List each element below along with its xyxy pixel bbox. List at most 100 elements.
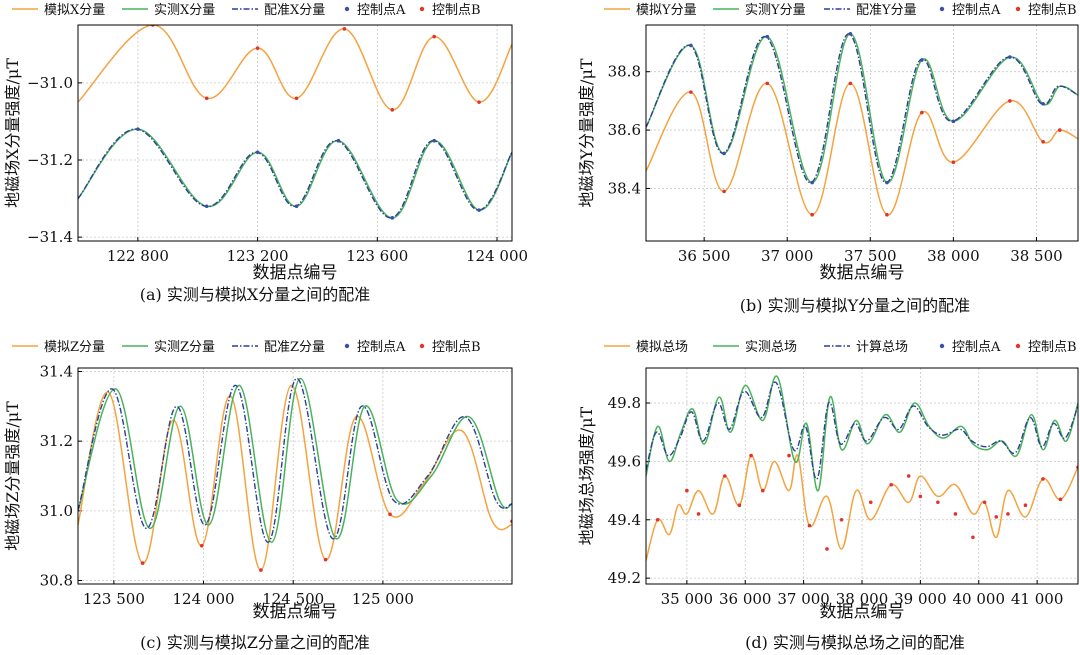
y-tick-label: 49.6 — [608, 452, 641, 470]
series-line-sim — [646, 454, 1078, 561]
x-tick-label: 35 000 — [661, 590, 714, 608]
x-tick-label: 37 000 — [761, 247, 814, 265]
legend-label: 模拟Y分量 — [636, 3, 697, 18]
panel-caption: (c) 实测与模拟Z分量之间的配准 — [140, 633, 370, 652]
panel-b: 36 500 37 000 37 500 38 000 38 500 38.4 38.6 38… — [577, 3, 1079, 315]
legend-label: 控制点B — [1028, 3, 1077, 18]
control-point-b — [889, 482, 893, 487]
control-point-b — [839, 517, 844, 522]
x-tick-label: 36 500 — [678, 247, 731, 265]
legend-marker — [1015, 6, 1021, 12]
control-point-b — [936, 500, 940, 505]
control-point-b — [259, 568, 263, 572]
panel-a: 122 800 123 200 123 600 124 000 −31.0 −31.2 −3… — [3, 3, 528, 304]
x-tick-label: 38 000 — [927, 247, 980, 265]
y-tick-label: −31.0 — [27, 74, 73, 92]
control-point-a — [336, 138, 341, 143]
series-line-meas — [78, 377, 512, 543]
y-axis-label: 地磁场Y分量强度/μT — [577, 58, 596, 207]
control-point-a — [477, 208, 481, 212]
control-point-b — [749, 453, 753, 458]
control-point-b — [655, 517, 660, 522]
control-point-b — [342, 27, 347, 31]
control-point-b — [1041, 139, 1045, 144]
control-point-b — [199, 543, 204, 548]
plot-frame — [645, 24, 1079, 242]
legend-label: 配准X分量 — [264, 3, 325, 18]
x-tick-label: 38 000 — [836, 590, 889, 608]
control-point-b — [722, 189, 726, 194]
legend-label: 控制点A — [357, 3, 406, 18]
control-point-b — [323, 557, 328, 562]
x-tick-label: 40 000 — [953, 590, 1006, 608]
control-point-b — [696, 512, 701, 516]
control-point-a — [951, 119, 956, 124]
control-point-b — [807, 523, 812, 528]
y-tick-label: 49.8 — [608, 394, 641, 412]
legend-marker — [1015, 343, 1021, 349]
x-tick-label: 125 000 — [352, 590, 414, 608]
legend-marker — [419, 6, 425, 12]
control-point-a — [810, 180, 814, 185]
legend-marker — [419, 343, 425, 349]
legend-label: 实测Z分量 — [154, 340, 215, 355]
control-point-b — [825, 547, 829, 551]
plot-frame — [77, 24, 513, 242]
series-line-sim — [646, 82, 1078, 216]
x-tick-label: 37 500 — [844, 247, 897, 265]
control-point-b — [1041, 477, 1045, 481]
control-point-a — [255, 150, 260, 155]
control-point-b — [685, 488, 689, 493]
control-point-b — [982, 500, 987, 505]
control-point-a — [1041, 102, 1045, 106]
legend-label: 实测总场 — [745, 340, 797, 355]
x-tick-label: 39 000 — [894, 590, 947, 608]
control-point-b — [906, 474, 911, 478]
control-point-b — [255, 46, 260, 50]
x-tick-label: 36 000 — [719, 590, 772, 608]
control-point-b — [390, 108, 395, 112]
legend-label: 控制点A — [952, 3, 1001, 18]
y-axis-label: 地磁场X分量强度/μT — [3, 58, 22, 208]
panel-d: 35 000 36 000 37 000 38 000 39 000 40 000 41 0… — [577, 340, 1079, 652]
control-point-b — [848, 81, 853, 86]
y-tick-label: 49.4 — [608, 511, 641, 529]
series-line-reg — [78, 128, 512, 219]
legend-label: 配准Z分量 — [264, 340, 325, 355]
control-point-b — [765, 81, 770, 86]
control-point-b — [920, 110, 924, 115]
series-line-meas — [78, 128, 512, 219]
y-tick-label: 31.2 — [40, 432, 73, 450]
y-tick-label: 31.4 — [40, 362, 73, 380]
control-point-b — [294, 96, 299, 101]
legend-marker — [939, 343, 945, 349]
y-axis-label: 地磁场Z分量强度/μT — [3, 401, 22, 551]
x-axis-label: 数据点编号 — [820, 602, 905, 622]
control-point-a — [204, 204, 209, 209]
x-tick-label: 124 000 — [173, 590, 235, 608]
control-point-b — [689, 90, 693, 94]
control-point-b — [810, 212, 814, 217]
x-tick-label: 38 500 — [1010, 247, 1063, 265]
control-point-b — [953, 512, 958, 516]
legend-label: 实测Y分量 — [745, 3, 806, 18]
panel-c: 123 500 124 000 124 500 125 000 30.8 31.0 31.2… — [3, 340, 513, 652]
control-point-b — [1008, 99, 1012, 103]
control-point-b — [140, 561, 145, 565]
x-tick-label: 124 000 — [466, 247, 528, 265]
series-line-meas — [646, 375, 1078, 492]
panel-caption: (d) 实测与模拟总场之间的配准 — [745, 633, 965, 652]
control-point-b — [388, 512, 392, 517]
control-point-b — [760, 488, 765, 493]
control-point-b — [885, 212, 889, 217]
control-point-a — [294, 204, 299, 209]
panel-caption: (a) 实测与模拟X分量之间的配准 — [140, 285, 371, 304]
control-point-a — [1008, 55, 1012, 59]
x-tick-label: 37 000 — [777, 590, 830, 608]
control-point-a — [136, 127, 140, 131]
y-tick-label: 38.6 — [608, 121, 641, 139]
control-point-b — [432, 34, 436, 39]
x-axis-label: 数据点编号 — [253, 602, 338, 622]
plot-frame — [77, 367, 513, 585]
series-line-reg — [646, 381, 1078, 480]
